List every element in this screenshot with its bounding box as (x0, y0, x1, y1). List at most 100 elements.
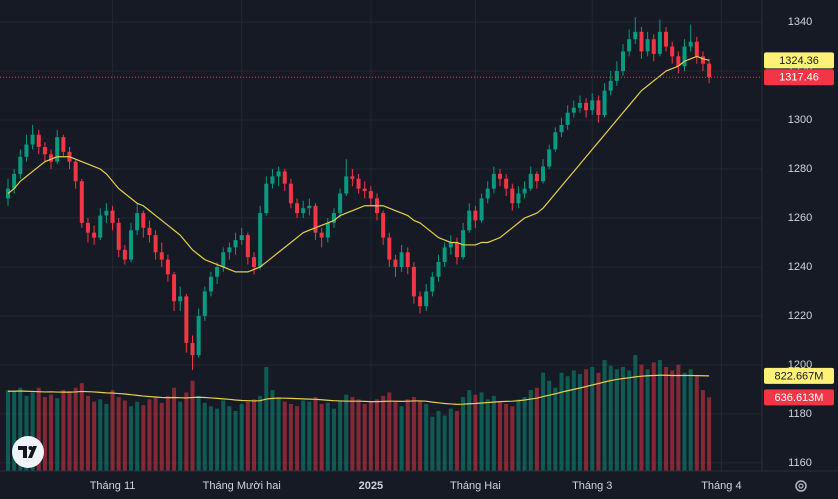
x-tick-label: Tháng 3 (572, 480, 612, 492)
candle-body (288, 183, 293, 204)
ma-line (7, 55, 710, 273)
volume-bar (325, 402, 330, 471)
candle-body (528, 173, 533, 189)
candle-body (387, 237, 392, 260)
volume-bar (584, 369, 589, 471)
candle-body (196, 315, 201, 356)
axis-layer: 1160118012001220124012601280130013201340… (90, 16, 834, 492)
volume-bar (98, 399, 103, 471)
candle-body (12, 173, 17, 189)
candle-body (49, 154, 54, 162)
candle-body (122, 249, 127, 260)
candle-body (657, 31, 662, 54)
volume-bar (18, 387, 23, 471)
volume-bar (454, 410, 459, 471)
candle-body (707, 63, 712, 78)
volume-bar (682, 372, 687, 471)
volume-bar (436, 410, 441, 471)
logo (12, 436, 44, 468)
volume-bar (6, 390, 10, 471)
volume-bar (110, 390, 115, 471)
volume-bar (196, 395, 201, 471)
volume-bar (276, 397, 281, 471)
candle-body (18, 156, 23, 174)
volume-bar (504, 403, 509, 471)
candle-body (245, 235, 250, 258)
volume-bar (522, 397, 527, 471)
volume-bar (534, 387, 539, 471)
volume-bar (178, 401, 183, 471)
volume-bar (79, 383, 84, 471)
volume-bar (387, 392, 392, 471)
ma-tag: 1324.36 (779, 55, 819, 67)
volume-bar (252, 399, 256, 471)
candle-body (498, 173, 502, 179)
volume-bar (245, 401, 250, 471)
candle-body (504, 178, 509, 189)
candle-body (596, 100, 601, 116)
candle-body (104, 210, 109, 216)
candle-body (215, 266, 220, 277)
candle-body (510, 188, 515, 204)
volume-bar (12, 391, 17, 471)
volume-bar (227, 406, 232, 471)
candle-body (178, 296, 183, 302)
candle-body (73, 161, 78, 182)
volume-bar (688, 369, 693, 471)
candle-body (534, 173, 539, 182)
volume-bar (639, 364, 644, 471)
volume-bar (627, 370, 632, 471)
volume-ma-line (8, 374, 710, 406)
candle-body (110, 210, 115, 223)
candle-body (670, 46, 675, 57)
volume-bar (430, 416, 435, 471)
volume-bar (49, 394, 54, 471)
candle-body (202, 291, 207, 316)
volume-bar (159, 402, 164, 471)
volume-bar (116, 397, 121, 471)
volume-bar (122, 400, 127, 471)
y-tick-label: 1220 (788, 310, 812, 322)
candle-body (405, 252, 410, 267)
volume-bar (85, 395, 90, 471)
volume-bar (282, 401, 287, 471)
volume-bar (596, 372, 601, 471)
volume-bar (165, 395, 170, 471)
volume-bar (129, 406, 133, 471)
volume-bar (461, 397, 466, 471)
candle-body (559, 124, 564, 133)
candle-body (147, 227, 152, 236)
candle-body (682, 46, 687, 67)
volume-bar (577, 373, 582, 471)
candle-body (577, 102, 582, 108)
volume-bar (24, 395, 29, 471)
candle-body (264, 183, 269, 214)
volume-bar (350, 397, 355, 471)
volume-bar (258, 395, 263, 471)
candle-body (239, 235, 244, 241)
y-tick-label: 1240 (788, 261, 812, 273)
volume-bar (547, 380, 552, 471)
candle-body (565, 112, 570, 125)
volume-bar (707, 397, 712, 471)
settings-icon[interactable] (795, 480, 807, 492)
volume-tag-box (764, 389, 834, 406)
candle-body (55, 137, 60, 162)
candle-body (350, 176, 355, 179)
candle-body (307, 205, 312, 209)
volume-bar (528, 390, 533, 471)
volume-bar (393, 401, 398, 471)
volume-bar (301, 400, 306, 471)
candle-body (61, 137, 66, 152)
volume-bar (590, 366, 595, 471)
volume-bar (670, 370, 675, 471)
volume-ma-tag: 822.667M (775, 370, 824, 382)
candle-body (516, 193, 521, 204)
candle-body (190, 342, 195, 356)
x-tick-label: Tháng 4 (701, 480, 741, 492)
volume-bar (608, 365, 613, 471)
volume-bar (602, 360, 607, 471)
volume-bar (614, 369, 619, 471)
volume-bar (565, 376, 570, 471)
volume-bar (319, 403, 324, 471)
